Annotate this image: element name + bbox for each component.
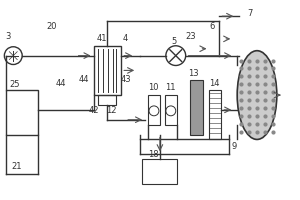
Text: 20: 20 — [46, 22, 56, 31]
Text: 11: 11 — [165, 83, 175, 92]
Bar — [209, 90, 221, 139]
Text: 42: 42 — [88, 106, 99, 115]
Text: 9: 9 — [231, 142, 236, 151]
Bar — [142, 159, 177, 184]
Text: 12: 12 — [106, 106, 117, 115]
Text: 41: 41 — [97, 34, 107, 43]
Text: 5: 5 — [172, 37, 177, 46]
Bar — [165, 95, 177, 125]
Text: 4: 4 — [122, 34, 128, 43]
Text: 10: 10 — [148, 83, 158, 92]
Text: 44: 44 — [56, 79, 66, 88]
Bar — [94, 46, 121, 95]
Text: 14: 14 — [209, 79, 220, 88]
Text: 6: 6 — [209, 22, 215, 31]
Bar — [148, 95, 160, 125]
Text: 25: 25 — [9, 80, 20, 89]
Bar — [190, 80, 203, 135]
Text: 7: 7 — [247, 9, 253, 18]
Bar — [98, 95, 116, 105]
Text: 18: 18 — [148, 150, 159, 159]
Ellipse shape — [237, 51, 277, 139]
Text: 13: 13 — [188, 69, 198, 78]
Text: 3: 3 — [5, 32, 11, 41]
Text: 23: 23 — [186, 32, 196, 41]
Text: 43: 43 — [120, 75, 131, 84]
Text: 21: 21 — [11, 162, 22, 171]
Text: 44: 44 — [79, 75, 89, 84]
Bar — [6, 90, 38, 135]
